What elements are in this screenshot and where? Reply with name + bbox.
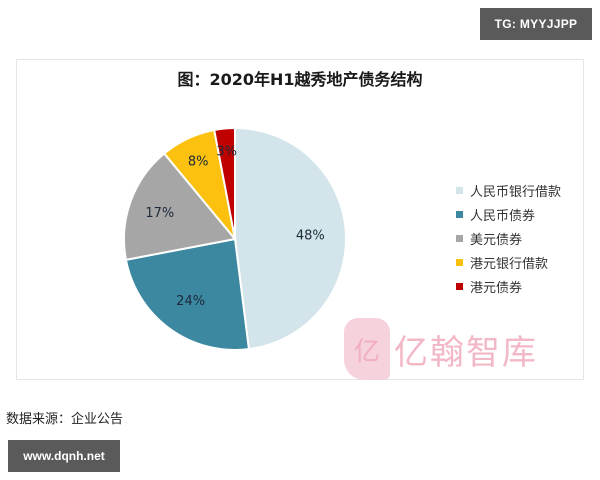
legend-swatch-icon — [456, 282, 463, 290]
legend-swatch-icon — [456, 186, 463, 194]
chart-legend: 人民币银行借款 人民币债券 美元债券 港元银行借款 港元债券 — [456, 178, 561, 298]
legend-swatch-icon — [456, 234, 463, 242]
source-note: 数据来源：企业公告 — [6, 412, 124, 427]
pie-slice — [123, 152, 237, 261]
pie-slice — [124, 237, 251, 351]
slice-label: 17% — [145, 206, 174, 221]
legend-swatch-icon — [456, 210, 463, 218]
pie-slice — [213, 126, 236, 240]
legend-item: 美元债券 — [456, 226, 561, 250]
watermark: 亿 亿翰智库 — [344, 318, 538, 380]
site-badge: www.dqnh.net — [8, 440, 120, 472]
chart-frame — [16, 59, 584, 380]
watermark-logo-icon: 亿 — [344, 318, 390, 380]
legend-item: 人民币银行借款 — [456, 178, 561, 202]
slice-label: 8% — [188, 155, 209, 170]
legend-item: 港元银行借款 — [456, 250, 561, 274]
watermark-text: 亿翰智库 — [394, 332, 538, 373]
slice-label: 3% — [216, 145, 237, 160]
pie-slice — [234, 126, 347, 351]
chart-title: 图：2020年H1越秀地产债务结构 — [177, 70, 423, 89]
tg-badge: TG: MYYJJPP — [480, 8, 592, 40]
legend-swatch-icon — [456, 258, 463, 266]
legend-item: 港元债券 — [456, 274, 561, 298]
slice-label: 24% — [176, 294, 205, 309]
legend-item: 人民币债券 — [456, 202, 561, 226]
slice-label: 48% — [296, 228, 325, 243]
